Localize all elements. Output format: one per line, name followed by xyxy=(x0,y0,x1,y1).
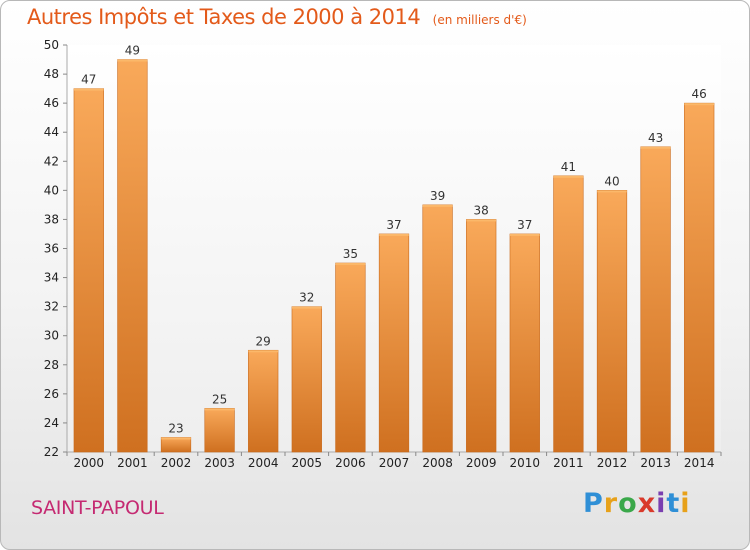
bar-top-edge xyxy=(161,437,191,440)
y-tick-label: 50 xyxy=(44,38,59,52)
y-tick-label: 24 xyxy=(44,416,59,430)
y-tick-label: 32 xyxy=(44,300,59,314)
x-tick-label: 2011 xyxy=(553,456,584,470)
plot-area: 22 24 26 28 30 32 34 36 38 40 42 44 46 48 50 47 2000 49 20… xyxy=(44,38,722,470)
x-tick-label: 2007 xyxy=(379,456,410,470)
data-label: 49 xyxy=(125,44,140,58)
logo-letter: x xyxy=(637,488,657,519)
title-row: Autres Impôts et Taxes de 2000 à 2014 (e… xyxy=(27,5,527,35)
data-label: 35 xyxy=(343,247,358,261)
bar-2005[interactable] xyxy=(291,306,322,453)
bar-top-edge xyxy=(291,306,322,309)
bar-top-edge xyxy=(73,88,104,91)
x-tick-label: 2000 xyxy=(74,456,105,470)
x-tick-label: 2009 xyxy=(466,456,497,470)
bar-2014[interactable] xyxy=(684,102,715,453)
bar-2012[interactable] xyxy=(596,190,628,453)
bar-top-edge xyxy=(117,59,148,62)
data-label: 41 xyxy=(561,160,576,174)
bar-2009[interactable] xyxy=(466,219,497,453)
bar-2001[interactable] xyxy=(117,59,148,453)
data-label: 32 xyxy=(299,291,314,305)
y-tick-label: 36 xyxy=(44,242,59,256)
bar-top-edge xyxy=(509,233,540,236)
bar-top-edge xyxy=(466,219,497,222)
logo-letter: P xyxy=(583,488,604,519)
bar-2013[interactable] xyxy=(640,146,671,453)
x-tick-label: 2012 xyxy=(597,456,628,470)
proxiti-logo[interactable]: Proxiti xyxy=(583,488,691,519)
logo-letter: t xyxy=(666,488,681,519)
data-label: 23 xyxy=(168,421,183,435)
y-tick-label: 42 xyxy=(44,154,59,168)
bar-2011[interactable] xyxy=(553,175,584,453)
x-tick-label: 2008 xyxy=(422,456,453,470)
bar-2004[interactable] xyxy=(248,349,279,453)
bar-2008[interactable] xyxy=(422,204,453,453)
data-label: 43 xyxy=(648,131,663,145)
bar-2006[interactable] xyxy=(335,262,366,453)
chart-subtitle: (en milliers d'€) xyxy=(432,13,527,27)
town-name: SAINT-PAPOUL xyxy=(31,497,164,519)
logo-letter: o xyxy=(618,488,638,519)
bar-2010[interactable] xyxy=(509,233,540,453)
bar-top-edge xyxy=(640,146,671,149)
y-tick-label: 44 xyxy=(44,125,59,139)
bar-2002[interactable] xyxy=(160,437,192,453)
chart-title: Autres Impôts et Taxes de 2000 à 2014 xyxy=(27,5,421,29)
bar-2000[interactable] xyxy=(73,88,104,453)
data-label: 47 xyxy=(81,73,96,87)
bar-top-edge xyxy=(248,350,279,353)
x-tick-label: 2004 xyxy=(248,456,279,470)
data-label: 39 xyxy=(430,189,445,203)
data-label: 37 xyxy=(517,218,532,232)
y-tick-label: 48 xyxy=(44,67,59,81)
logo-letter: r xyxy=(603,488,619,519)
data-label: 25 xyxy=(212,392,227,406)
x-tick-label: 2001 xyxy=(117,456,148,470)
bar-top-edge xyxy=(597,190,627,193)
bar-2007[interactable] xyxy=(378,233,410,453)
bar-top-edge xyxy=(335,263,366,266)
data-label: 40 xyxy=(604,174,619,188)
bar-top-edge xyxy=(422,204,453,207)
bar-2003[interactable] xyxy=(204,408,235,453)
x-tick-label: 2010 xyxy=(510,456,541,470)
data-label: 38 xyxy=(474,203,489,217)
data-label: 46 xyxy=(692,87,707,101)
x-tick-label: 2013 xyxy=(640,456,671,470)
y-tick-label: 28 xyxy=(44,358,59,372)
bar-top-edge xyxy=(684,103,715,106)
x-tick-label: 2005 xyxy=(292,456,323,470)
x-tick-label: 2003 xyxy=(204,456,235,470)
bar-top-edge xyxy=(379,233,409,236)
bar-top-edge xyxy=(204,408,235,411)
x-tick-label: 2014 xyxy=(684,456,715,470)
x-tick-label: 2006 xyxy=(335,456,366,470)
data-label: 29 xyxy=(256,334,271,348)
logo-letter: i xyxy=(680,488,691,519)
y-tick-label: 40 xyxy=(44,183,59,197)
logo-letter: i xyxy=(656,488,667,519)
bar-top-edge xyxy=(553,175,584,178)
y-tick-label: 30 xyxy=(44,329,59,343)
x-tick-label: 2002 xyxy=(161,456,192,470)
data-label: 37 xyxy=(386,218,401,232)
y-tick-label: 38 xyxy=(44,212,59,226)
y-tick-label: 46 xyxy=(44,96,59,110)
y-tick-label: 26 xyxy=(44,387,59,401)
y-tick-label: 34 xyxy=(44,271,59,285)
y-tick-label: 22 xyxy=(44,445,59,459)
